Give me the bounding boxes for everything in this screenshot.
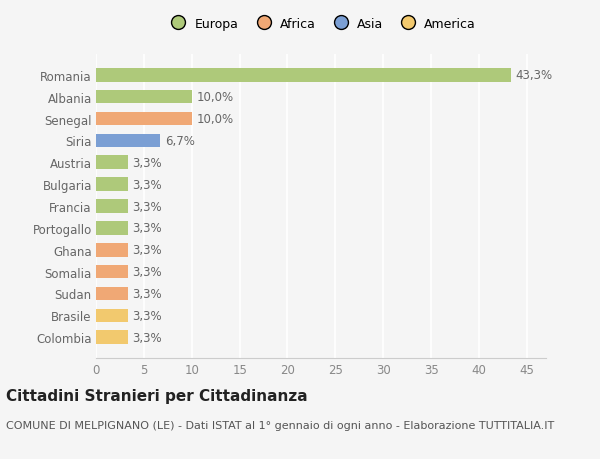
Text: 10,0%: 10,0%	[197, 113, 233, 126]
Text: 3,3%: 3,3%	[133, 244, 162, 257]
Text: 43,3%: 43,3%	[515, 69, 553, 82]
Bar	[96, 222, 128, 235]
Bar	[96, 134, 160, 148]
Text: 3,3%: 3,3%	[133, 331, 162, 344]
Bar	[96, 309, 128, 322]
Bar	[96, 331, 128, 344]
Bar	[96, 112, 192, 126]
Bar	[96, 287, 128, 301]
Bar	[96, 178, 128, 191]
Bar	[96, 69, 511, 82]
Text: 3,3%: 3,3%	[133, 157, 162, 169]
Text: 3,3%: 3,3%	[133, 266, 162, 279]
Bar	[96, 156, 128, 170]
Text: 3,3%: 3,3%	[133, 200, 162, 213]
Text: 3,3%: 3,3%	[133, 309, 162, 322]
Bar	[96, 243, 128, 257]
Bar	[96, 265, 128, 279]
Text: 3,3%: 3,3%	[133, 287, 162, 300]
Legend: Europa, Africa, Asia, America: Europa, Africa, Asia, America	[161, 13, 481, 36]
Text: COMUNE DI MELPIGNANO (LE) - Dati ISTAT al 1° gennaio di ogni anno - Elaborazione: COMUNE DI MELPIGNANO (LE) - Dati ISTAT a…	[6, 420, 554, 430]
Text: Cittadini Stranieri per Cittadinanza: Cittadini Stranieri per Cittadinanza	[6, 388, 308, 403]
Text: 10,0%: 10,0%	[197, 91, 233, 104]
Bar	[96, 91, 192, 104]
Text: 3,3%: 3,3%	[133, 178, 162, 191]
Text: 6,7%: 6,7%	[165, 134, 195, 147]
Bar	[96, 200, 128, 213]
Text: 3,3%: 3,3%	[133, 222, 162, 235]
